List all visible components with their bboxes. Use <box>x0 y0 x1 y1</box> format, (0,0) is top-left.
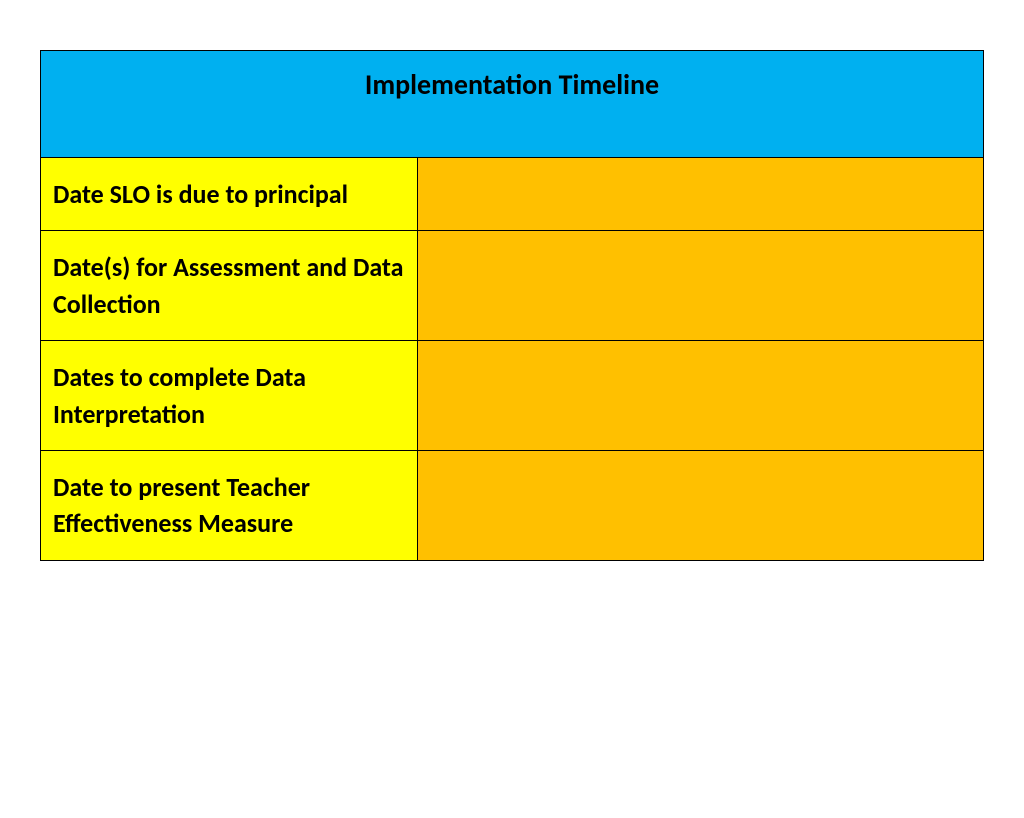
row-value <box>418 158 984 231</box>
table-row: Date(s) for Assessment and Data Collecti… <box>41 231 984 341</box>
row-label: Date(s) for Assessment and Data Collecti… <box>41 231 418 341</box>
row-value <box>418 341 984 451</box>
table-row: Date to present Teacher Effectiveness Me… <box>41 450 984 560</box>
row-value <box>418 231 984 341</box>
row-label: Date to present Teacher Effectiveness Me… <box>41 450 418 560</box>
table-row: Dates to complete Data Interpretation <box>41 341 984 451</box>
table-row: Date SLO is due to principal <box>41 158 984 231</box>
timeline-table-container: Implementation Timeline Date SLO is due … <box>40 50 984 561</box>
table-title: Implementation Timeline <box>41 51 984 158</box>
row-label: Dates to complete Data Interpretation <box>41 341 418 451</box>
timeline-table: Implementation Timeline Date SLO is due … <box>40 50 984 561</box>
row-label: Date SLO is due to principal <box>41 158 418 231</box>
table-header-row: Implementation Timeline <box>41 51 984 158</box>
row-value <box>418 450 984 560</box>
